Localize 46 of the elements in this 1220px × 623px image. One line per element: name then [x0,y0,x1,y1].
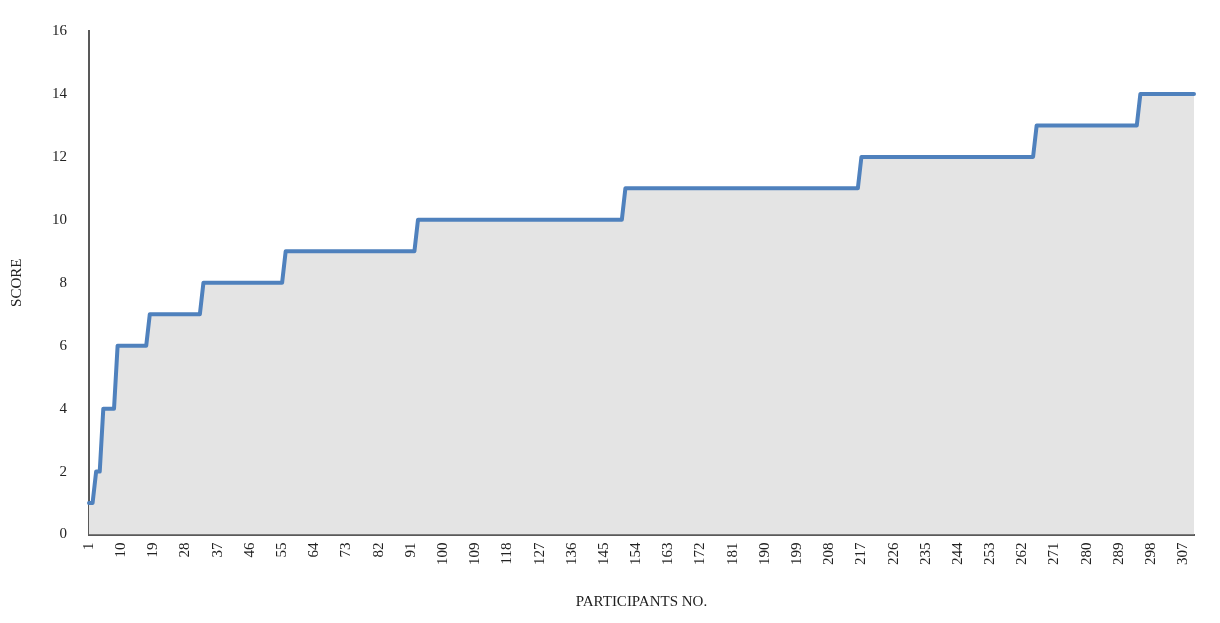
x-tick-label: 289 [1109,542,1126,565]
x-tick-label: 307 [1174,542,1191,565]
x-tick-label: 172 [691,542,708,565]
x-tick-label: 145 [594,542,611,565]
y-tick-label: 14 [52,84,68,101]
x-tick-label: 217 [852,542,869,565]
x-tick-label: 154 [627,542,644,565]
x-tick-label: 91 [401,542,418,558]
x-tick-label: 37 [208,542,225,558]
x-tick-label: 55 [273,542,290,558]
y-tick-label: 4 [59,399,68,416]
x-tick-label: 46 [240,542,257,558]
y-tick-label: 10 [52,210,67,227]
x-tick-label: 109 [466,542,483,565]
x-tick-label: 28 [176,542,193,558]
x-tick-label: 262 [1013,542,1030,565]
y-tick-label: 0 [59,525,67,542]
x-tick-label: 10 [112,542,129,558]
x-axis-title: PARTICIPANTS NO. [575,592,708,609]
y-tick-label: 8 [59,273,67,290]
x-tick-label: 118 [498,542,515,565]
x-tick-label: 136 [562,542,579,565]
x-tick-label: 73 [337,542,354,558]
x-tick-label: 181 [723,542,740,565]
x-tick-label: 226 [884,542,901,565]
y-tick-label: 6 [59,336,68,353]
x-tick-label: 280 [1077,542,1094,565]
x-tick-label: 271 [1045,542,1062,565]
x-tick-label: 1 [79,542,96,550]
y-tick-label: 16 [52,21,68,38]
x-tick-label: 163 [659,542,676,565]
y-axis-title: SCORE [7,258,24,307]
y-tick-label: 12 [52,147,67,164]
x-tick-label: 64 [305,542,322,558]
x-tick-label: 235 [916,542,933,565]
x-tick-label: 100 [433,542,450,565]
x-tick-label: 127 [530,542,547,565]
x-tick-label: 190 [755,542,772,565]
x-tick-label: 253 [981,542,998,565]
x-tick-label: 82 [369,542,386,558]
x-tick-label: 244 [948,542,965,565]
x-tick-label: 298 [1142,542,1159,565]
x-tick-label: 19 [144,542,161,558]
x-tick-label: 199 [788,542,804,565]
x-tick-label: 208 [820,542,837,565]
y-tick-label: 2 [59,462,67,479]
